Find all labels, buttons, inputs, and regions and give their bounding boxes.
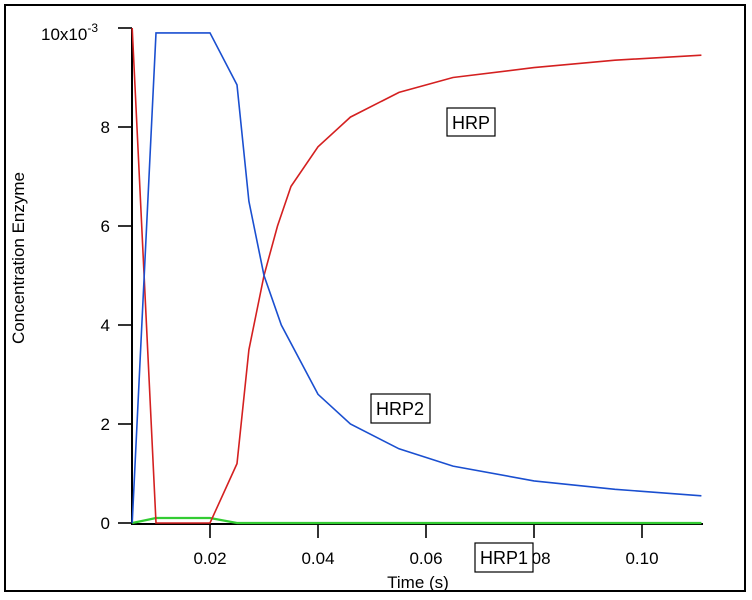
series-hrp2-line xyxy=(131,32,702,524)
annotation-hrp-label: HRP xyxy=(452,113,490,133)
series-hrp-line xyxy=(131,27,702,524)
annotation-hrp2-label: HRP2 xyxy=(376,399,424,419)
x-ticks: 0.02 0.04 0.06 0.08 0.10 xyxy=(193,524,659,568)
chart-frame xyxy=(4,4,746,592)
y-scale-label: 10x10-3 xyxy=(41,21,98,44)
x-tick-label: 0.04 xyxy=(301,549,334,568)
y-tick-label: 8 xyxy=(101,118,110,137)
annotation-hrp2: HRP2 xyxy=(370,393,431,424)
annotation-hrp1-label: HRP1 xyxy=(480,548,528,568)
y-axis-title: Concentration Enzyme xyxy=(9,172,28,344)
y-tick-label: 4 xyxy=(101,316,110,335)
series-hrp1-line xyxy=(131,516,702,525)
x-tick-label: 0.02 xyxy=(193,549,226,568)
y-tick-labels: 0 2 4 6 8 xyxy=(101,118,110,533)
annotation-hrp1: HRP1 xyxy=(474,542,534,573)
x-axis-title: Time (s) xyxy=(387,573,449,592)
y-ticks xyxy=(118,27,132,524)
x-tick-label: 0.10 xyxy=(625,549,658,568)
x-tick-label: 0.06 xyxy=(409,549,442,568)
y-tick-label: 0 xyxy=(101,514,110,533)
annotation-hrp: HRP xyxy=(446,107,496,137)
y-tick-label: 6 xyxy=(101,217,110,236)
y-tick-label: 2 xyxy=(101,415,110,434)
